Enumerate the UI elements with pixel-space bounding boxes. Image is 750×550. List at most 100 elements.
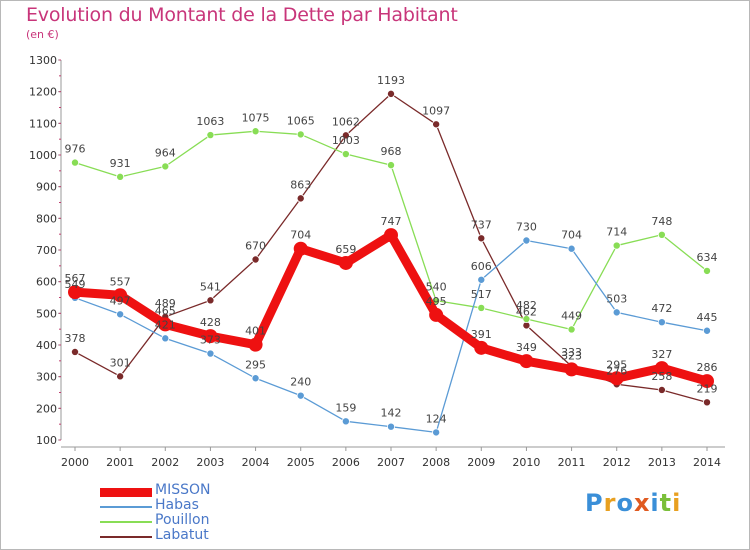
data-label-misson: 495 (426, 295, 447, 308)
x-tick-label: 2006 (332, 456, 360, 469)
chart-subtitle: (en €) (26, 28, 59, 41)
y-tick-label: 800 (36, 212, 57, 225)
data-label-pouillon: 482 (516, 299, 537, 312)
data-label-labatut: 1097 (422, 104, 450, 117)
legend-swatch (100, 506, 152, 508)
data-point-misson (203, 329, 218, 344)
data-label-habas: 503 (606, 292, 627, 305)
data-label-habas: 295 (245, 358, 266, 371)
data-point-pouillon (116, 172, 125, 181)
logo-letter: P (585, 489, 604, 517)
data-label-habas: 421 (155, 318, 176, 331)
x-tick-label: 2000 (61, 456, 89, 469)
data-point-habas (341, 417, 350, 426)
data-label-misson: 567 (65, 272, 86, 285)
data-label-pouillon: 968 (381, 145, 402, 158)
data-label-misson: 401 (245, 325, 266, 338)
y-tick-label: 1200 (29, 86, 57, 99)
data-label-pouillon: 748 (651, 215, 672, 228)
data-label-labatut: 489 (155, 297, 176, 310)
data-label-pouillon: 964 (155, 146, 176, 159)
data-point-misson (474, 340, 489, 355)
data-label-pouillon: 449 (561, 309, 582, 322)
data-point-pouillon (477, 303, 486, 312)
data-label-pouillon: 714 (606, 226, 627, 239)
data-label-labatut: 378 (65, 332, 86, 345)
logo-letter: x (633, 489, 651, 517)
data-point-misson (293, 241, 308, 256)
y-tick-label: 1300 (29, 54, 57, 67)
data-point-misson (338, 255, 353, 270)
legend-item-habas: Habas (100, 497, 300, 515)
data-label-habas: 549 (65, 278, 86, 291)
data-label-habas: 704 (561, 229, 582, 242)
data-label-misson: 391 (471, 328, 492, 341)
data-label-labatut: 670 (245, 240, 266, 253)
data-label-labatut: 1062 (332, 115, 360, 128)
data-point-labatut (206, 296, 215, 305)
data-label-labatut: 1193 (377, 74, 405, 87)
data-point-labatut (657, 385, 666, 394)
chart-title: Evolution du Montant de la Dette par Hab… (26, 4, 458, 26)
x-tick-label: 2010 (512, 456, 540, 469)
data-point-misson (609, 371, 624, 386)
data-point-labatut (432, 120, 441, 129)
data-label-misson: 747 (381, 215, 402, 228)
proxiti-logo: Proxiti (585, 489, 681, 517)
data-point-labatut (341, 131, 350, 140)
legend-swatch (100, 521, 152, 523)
x-tick-label: 2011 (558, 456, 586, 469)
data-point-habas (703, 326, 712, 335)
data-label-pouillon: 540 (426, 281, 447, 294)
legend-item-misson: MISSON (100, 482, 300, 500)
y-tick-label: 400 (36, 339, 57, 352)
legend-label: Labatut (155, 527, 209, 543)
data-label-pouillon: 1075 (242, 111, 270, 124)
data-point-pouillon (612, 241, 621, 250)
x-tick-label: 2003 (196, 456, 224, 469)
data-label-labatut: 258 (651, 370, 672, 383)
data-label-pouillon: 931 (110, 157, 131, 170)
logo-letter: r (603, 489, 617, 517)
chart-data-labels: 378 301 489 541 670 863 1062 1193 1097 737 462 333 2… (65, 74, 718, 426)
data-point-habas (386, 422, 395, 431)
data-label-misson: 704 (290, 229, 311, 242)
x-tick-label: 2009 (467, 456, 495, 469)
x-tick-label: 2002 (151, 456, 179, 469)
data-label-misson: 659 (335, 243, 356, 256)
data-point-pouillon (657, 230, 666, 239)
data-point-labatut (116, 372, 125, 381)
logo-letter: o (616, 489, 634, 517)
data-point-habas (116, 310, 125, 319)
data-label-pouillon: 517 (471, 288, 492, 301)
data-point-pouillon (522, 315, 531, 324)
data-label-pouillon: 976 (65, 143, 86, 156)
data-label-pouillon: 1003 (332, 134, 360, 147)
data-point-habas (251, 374, 260, 383)
y-tick-label: 200 (36, 402, 57, 415)
data-label-misson: 349 (516, 341, 537, 354)
y-tick-label: 100 (36, 434, 57, 447)
data-point-misson (700, 374, 714, 389)
data-point-pouillon (161, 162, 170, 171)
data-point-pouillon (341, 150, 350, 159)
data-label-labatut: 333 (561, 346, 582, 359)
data-point-habas (477, 275, 486, 284)
data-point-misson (68, 285, 82, 300)
data-point-labatut (251, 255, 260, 264)
y-tick-label: 600 (36, 276, 57, 289)
series-line-labatut (74, 93, 708, 403)
data-label-pouillon: 1063 (196, 115, 224, 128)
data-label-labatut: 737 (471, 218, 492, 231)
y-tick-label: 500 (36, 307, 57, 320)
data-label-habas: 730 (516, 221, 537, 234)
data-point-labatut (296, 194, 305, 203)
data-label-labatut: 219 (697, 382, 718, 395)
data-label-misson: 286 (697, 361, 718, 374)
x-tick-label: 2013 (648, 456, 676, 469)
legend-label: Habas (155, 497, 199, 513)
data-label-misson: 465 (155, 304, 176, 317)
data-label-labatut: 863 (290, 178, 311, 191)
x-tick-label: 2005 (287, 456, 315, 469)
